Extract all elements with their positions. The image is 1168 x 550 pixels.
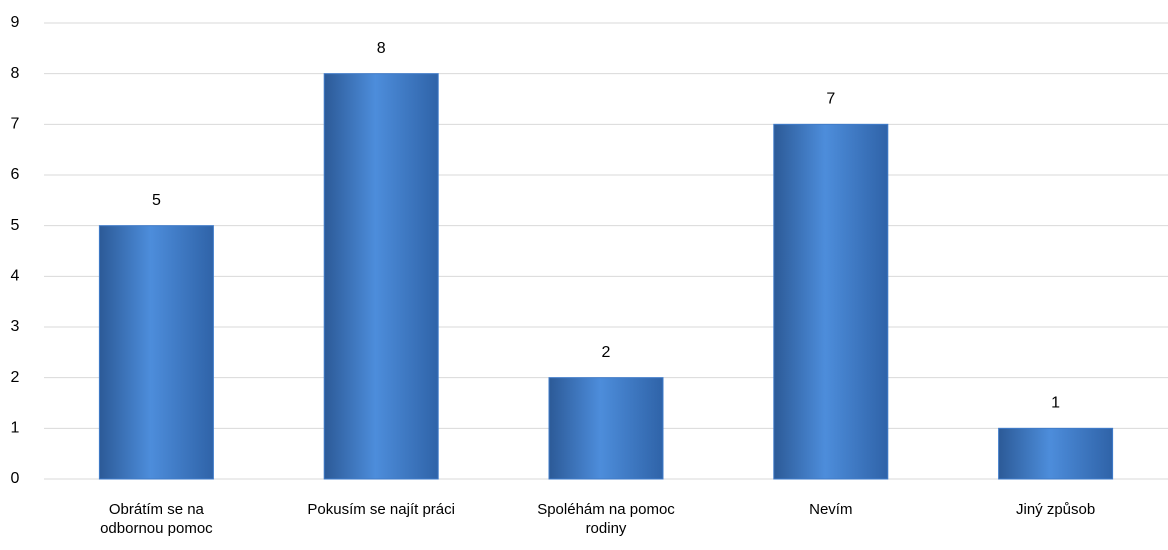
x-tick-label: Jiný způsob	[1015, 501, 1096, 518]
y-tick-label: 9	[11, 14, 20, 31]
data-label: 1	[1051, 395, 1060, 412]
bar	[773, 123, 889, 480]
data-label: 8	[377, 40, 386, 57]
x-tick-label: Nevím	[809, 501, 853, 518]
x-tick-label: Pokusím se najít práci	[307, 501, 455, 518]
x-tick-label: Obrátím se na odbornou pomoc	[100, 501, 213, 537]
y-tick-label: 6	[11, 166, 20, 183]
data-label: 7	[826, 91, 835, 108]
y-tick-label: 7	[11, 116, 20, 133]
y-tick-label: 4	[11, 268, 20, 285]
bar	[548, 377, 664, 480]
data-label: 5	[152, 192, 161, 209]
y-tick-label: 8	[11, 65, 20, 82]
y-tick-label: 0	[11, 470, 20, 487]
y-tick-label: 3	[11, 318, 20, 335]
y-tick-label: 2	[11, 369, 20, 386]
bar	[98, 225, 214, 480]
bar	[323, 73, 439, 480]
data-label: 2	[602, 344, 611, 361]
x-tick-label: Spoléhám na pomoc rodiny	[537, 501, 675, 537]
y-tick-label: 1	[11, 420, 20, 437]
y-tick-label: 5	[11, 217, 20, 234]
bar	[998, 427, 1114, 480]
